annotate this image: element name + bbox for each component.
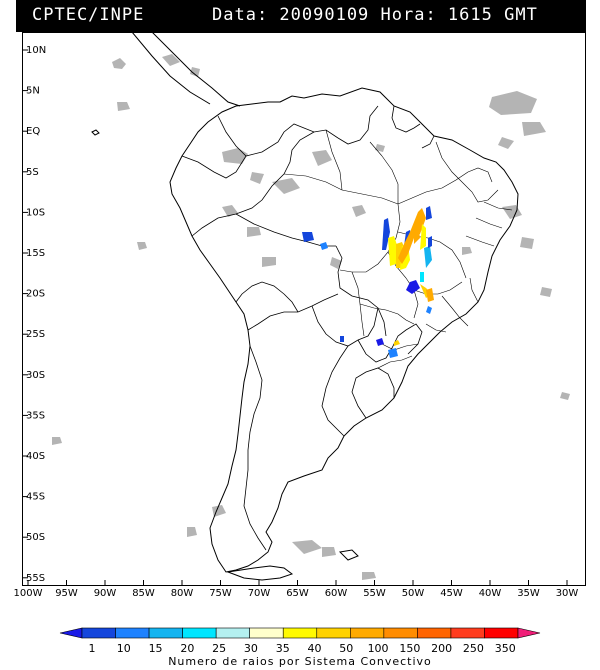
lat-label: 50S [26,532,45,543]
lat-label: 10N [26,45,46,56]
lat-label: 5S [26,167,39,178]
header-bar: CPTEC/INPE Data: 20090109 Hora: 1615 GMT [16,0,586,32]
lon-label: 75W [209,588,232,599]
colorbar-segment [249,627,284,639]
colorbar-threshold-label: 350 [494,642,516,655]
colorbar-threshold-label: 100 [367,642,389,655]
colorbar-threshold-label: 150 [399,642,421,655]
convective-systems [302,206,434,358]
latitude-ticks: 10N 5N EQ 5S 10S 15S 20S 25S 30S 35S 40S 45S 50S 55S [22,45,46,584]
map-frame: 10N 5N EQ 5S 10S 15S 20S 25S 30S 35S 40S 45S 50S 55S [22,32,586,586]
lat-label: 25S [26,329,45,340]
lon-label: 85W [132,588,155,599]
colorbar-segment [81,627,116,639]
longitude-ticks [27,580,568,586]
lon-label: 80W [170,588,194,599]
colorbar-segment [282,627,318,639]
lon-label: 70W [247,588,271,599]
colorbar-threshold-label: 35 [275,642,290,655]
lat-label: EQ [26,126,40,137]
colorbar-threshold-label: 25 [212,642,227,655]
lat-label: 15S [26,248,45,259]
colorbar-segment [450,627,485,639]
lon-label: 50W [401,588,425,599]
south-america-map: 10N 5N EQ 5S 10S 15S 20S 25S 30S 35S 40S 45S 50S 55S [22,32,586,586]
country-borders [181,105,435,551]
lon-label: 55W [363,588,386,599]
colorbar-threshold-label: 30 [243,642,258,655]
colorbar-threshold-label: 250 [462,642,484,655]
colorbar-arrow-right [517,627,541,639]
colorbar-segment [383,627,418,639]
map-border [22,32,586,586]
colorbar-caption: Numero de raios por Sistema Convectivo [168,655,432,668]
colorbar-threshold-label: 20 [180,642,195,655]
lon-label: 45W [440,588,463,599]
lat-label: 30S [26,370,45,381]
colorbar-segment [215,627,250,639]
colorbar-segment [316,627,351,639]
colorbar-threshold-label: 1 [88,642,96,655]
colorbar-threshold-label: 200 [431,642,453,655]
lat-label: 40S [26,451,45,462]
colorbar-arrow-left [59,627,83,639]
lon-label: 65W [286,588,309,599]
coastline [91,32,519,581]
lat-label: 35S [26,410,45,421]
lat-label: 20S [26,289,45,300]
lat-label: 45S [26,492,45,503]
lon-label: 100W [13,588,43,599]
lat-label: 5N [26,86,40,97]
colorbar-segment [350,627,385,639]
lat-label: 10S [26,207,45,218]
lon-label: 35W [517,588,540,599]
colorbar-threshold-label: 15 [148,642,163,655]
state-borders [283,129,513,369]
colorbar-threshold-label: 10 [116,642,131,655]
colorbar-threshold-label: 40 [307,642,322,655]
colorbar-segment [484,627,519,639]
lon-label: 90W [93,588,117,599]
colorbar-segment [417,627,452,639]
colorbar-segment [182,627,217,639]
lon-label: 95W [55,588,78,599]
lon-label: 30W [555,588,579,599]
lon-label: 60W [324,588,348,599]
colorbar-segment [115,627,150,639]
source-label: CPTEC/INPE [32,5,145,25]
lat-label: 55S [26,573,45,584]
colorbar-threshold-label: 50 [339,642,354,655]
lon-label: 40W [478,588,502,599]
datetime-label: Data: 20090109 Hora: 1615 GMT [212,5,538,25]
colorbar-segment [148,627,183,639]
